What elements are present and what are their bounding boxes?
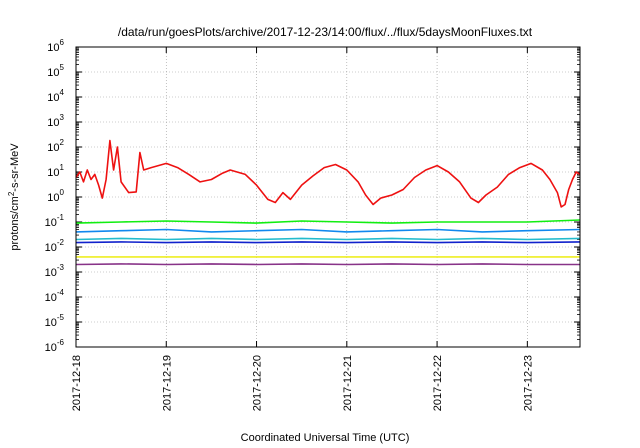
y-tick-label: 100 xyxy=(47,188,64,204)
y-tick-exp: -2 xyxy=(57,238,65,247)
y-tick-label: 10-5 xyxy=(45,313,65,329)
series-line-1 xyxy=(75,139,581,208)
y-tick-exp: -4 xyxy=(57,288,65,297)
x-axis-ticks: 2017-12-18 2017-12-19 2017-12-20 2017-12-21… xyxy=(71,47,534,411)
x-tick-label: 2017-12-21 xyxy=(342,355,354,411)
series-line-3 xyxy=(75,228,581,233)
series-line-5 xyxy=(75,241,581,244)
y-tick-label: 106 xyxy=(47,38,64,54)
y-tick-base: 10 xyxy=(47,192,59,204)
chart-title: /data/run/goesPlots/archive/2017-12-23/1… xyxy=(118,25,533,39)
y-tick-exp: -5 xyxy=(57,313,65,322)
y-tick-exp: -1 xyxy=(57,213,65,222)
y-tick-label: 101 xyxy=(47,163,64,179)
y-tick-exp: 2 xyxy=(60,138,65,147)
y-tick-base: 10 xyxy=(47,92,59,104)
y-tick-base: 10 xyxy=(47,142,59,154)
y-tick-label: 10-6 xyxy=(45,338,65,354)
y-tick-base: 10 xyxy=(47,42,59,54)
y-tick-label: 10-3 xyxy=(45,263,65,279)
y-axis-label-sup: 2 xyxy=(7,191,16,196)
y-tick-exp: -6 xyxy=(57,338,65,347)
y-tick-exp: 1 xyxy=(60,163,65,172)
y-tick-label: 103 xyxy=(47,113,64,129)
y-tick-label: 10-4 xyxy=(45,288,65,304)
plot-frame xyxy=(75,46,581,348)
y-axis-ticks: 10-610-510-410-310-210-11001011021031041… xyxy=(45,38,580,354)
y-tick-exp: 4 xyxy=(60,88,65,97)
y-tick-label: 104 xyxy=(47,88,64,104)
x-tick-label: 2017-12-19 xyxy=(161,355,173,411)
grid-lines xyxy=(76,47,580,347)
y-tick-label: 10-2 xyxy=(45,238,65,254)
y-tick-exp: 6 xyxy=(60,38,65,47)
x-axis-label: Coordinated Universal Time (UTC) xyxy=(241,432,410,444)
y-tick-base: 10 xyxy=(47,67,59,79)
x-tick-label: 2017-12-22 xyxy=(432,355,444,411)
y-tick-base: 10 xyxy=(47,117,59,129)
series-line-4 xyxy=(75,237,581,241)
y-tick-base: 10 xyxy=(45,317,57,329)
y-tick-base: 10 xyxy=(47,167,59,179)
y-tick-label: 102 xyxy=(47,138,64,154)
y-axis-label: protons/cm2-s-sr-MeV xyxy=(7,143,21,251)
y-tick-base: 10 xyxy=(45,292,57,304)
y-tick-exp: 3 xyxy=(60,113,65,122)
series-line-7 xyxy=(75,263,580,266)
y-tick-base: 10 xyxy=(45,267,57,279)
y-tick-label: 10-1 xyxy=(45,213,65,229)
y-axis-label-suffix: -s-sr-MeV xyxy=(9,143,21,192)
series-line-2 xyxy=(75,219,581,224)
x-tick-label: 2017-12-20 xyxy=(252,355,264,411)
y-tick-base: 10 xyxy=(45,342,57,354)
y-tick-base: 10 xyxy=(45,217,57,229)
x-tick-label: 2017-12-18 xyxy=(71,355,83,411)
series-lines xyxy=(75,139,581,266)
y-tick-exp: 0 xyxy=(60,188,65,197)
y-tick-exp: 5 xyxy=(60,63,65,72)
x-tick-label: 2017-12-23 xyxy=(522,355,534,411)
y-tick-label: 105 xyxy=(47,63,64,79)
y-axis-label-prefix: protons/cm xyxy=(9,196,21,250)
y-tick-exp: -3 xyxy=(57,263,65,272)
y-tick-base: 10 xyxy=(45,242,57,254)
